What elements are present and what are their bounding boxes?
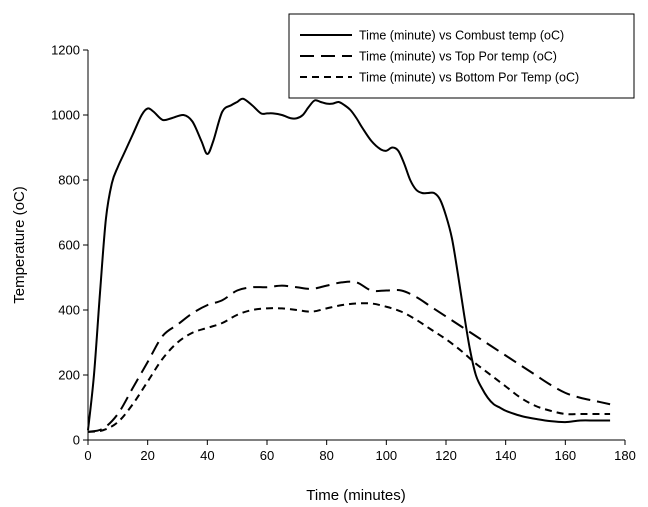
x-tick-label: 40 bbox=[200, 448, 214, 463]
y-tick-label: 400 bbox=[58, 303, 80, 318]
y-tick-label: 1200 bbox=[51, 43, 80, 58]
x-axis: 0 20 40 60 80 100 120 140 160 180 bbox=[84, 439, 636, 463]
x-tick-label: 160 bbox=[554, 448, 576, 463]
x-tick-label: 80 bbox=[319, 448, 333, 463]
series-line-1 bbox=[87, 97, 611, 431]
y-axis: 0 200 400 600 800 1000 1200 bbox=[51, 43, 89, 448]
y-axis-title: Temperature (oC) bbox=[11, 186, 28, 304]
x-tick-label: 120 bbox=[435, 448, 457, 463]
legend: Time (minute) vs Combust temp (oC) Time (… bbox=[288, 13, 635, 99]
y-tick-label: 0 bbox=[73, 433, 80, 448]
series-layer bbox=[87, 97, 611, 433]
y-tick-label: 600 bbox=[58, 238, 80, 253]
x-tick-label: 60 bbox=[260, 448, 274, 463]
x-axis-title: Time (minutes) bbox=[306, 487, 405, 504]
legend-label-2: Time (minute) vs Top Por temp (oC) bbox=[359, 50, 557, 64]
x-tick-label: 0 bbox=[84, 448, 91, 463]
x-tick-label: 20 bbox=[140, 448, 154, 463]
series-line-2 bbox=[87, 280, 611, 433]
x-tick-label: 140 bbox=[495, 448, 517, 463]
x-tick-label: 180 bbox=[614, 448, 636, 463]
y-tick-label: 1000 bbox=[51, 108, 80, 123]
y-tick-label: 200 bbox=[58, 368, 80, 383]
legend-label-3: Time (minute) vs Bottom Por Temp (oC) bbox=[359, 71, 579, 85]
x-tick-label: 100 bbox=[375, 448, 397, 463]
series-line-3 bbox=[87, 302, 611, 433]
y-tick-label: 800 bbox=[58, 173, 80, 188]
legend-label-1: Time (minute) vs Combust temp (oC) bbox=[359, 29, 564, 43]
